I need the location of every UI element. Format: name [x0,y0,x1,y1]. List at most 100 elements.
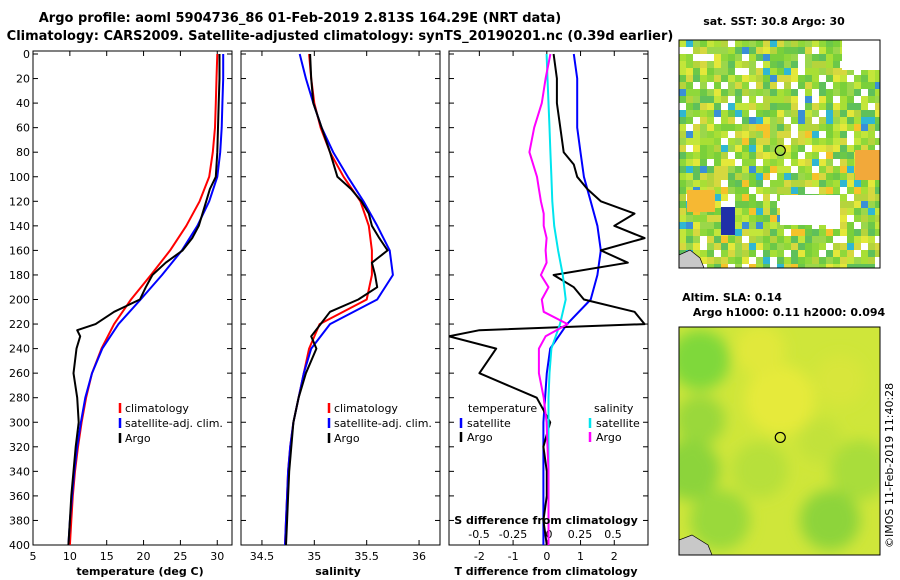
sst-cell [784,47,791,54]
sst-cell [791,40,798,47]
sst-cell [847,82,854,89]
sst-cell [721,54,728,61]
sst-cell [805,131,812,138]
sst-cell [868,68,875,75]
sst-cell [805,166,812,173]
sst-cell [728,61,735,68]
sla-anomaly-blob [679,395,725,445]
sst-cell [721,145,728,152]
sst-cell [798,166,805,173]
sst-cell [721,187,728,194]
sst-cell [693,47,700,54]
sst-cell [826,159,833,166]
sst-cell [700,54,707,61]
sst-cell [819,61,826,68]
series-line-s-argo [528,53,569,545]
sst-cell [833,110,840,117]
sst-cell [875,110,880,117]
sst-cell [763,215,770,222]
sst-cell [798,82,805,89]
temperature-series [67,53,225,545]
series-line-argo [67,54,221,545]
sst-cell [861,138,868,145]
temperature-panel: 0 20 40 60 80 100 120 140 160 180 200 220 240 260 280 3… [9,48,233,578]
sst-cell [777,243,784,250]
sst-cell [791,138,798,145]
sst-cell [679,236,686,243]
sst-cell [742,89,749,96]
sst-cell [833,124,840,131]
sst-cell [707,117,714,124]
sst-cell [875,96,880,103]
sst-cell [812,68,819,75]
sst-cell [805,89,812,96]
sst-cell [728,236,735,243]
sst-cell [735,47,742,54]
sst-cell [840,159,847,166]
sla-anomaly-blob [815,355,865,405]
sst-cell [840,131,847,138]
sst-cell [735,124,742,131]
sst-cell [707,68,714,75]
sst-cell [847,229,854,236]
sst-cell [777,40,784,47]
sst-cell [770,152,777,159]
sst-warm-patch [855,150,880,180]
sst-cell [749,61,756,68]
sst-cell [707,180,714,187]
sst-cell [700,124,707,131]
sst-cell [833,131,840,138]
x-tick-label: 36 [412,550,426,563]
sst-cell [770,166,777,173]
sst-cell [728,180,735,187]
sst-cell [700,257,707,264]
sst-cell [728,75,735,82]
sst-cell [791,250,798,257]
sst-cell [749,236,756,243]
sst-cell [763,103,770,110]
salinity-panel: 34.5 35 35.5 36 climatology satellite-adj. c… [240,50,441,578]
sst-cell [784,75,791,82]
legend-label: Argo [596,431,622,444]
sst-cell [763,54,770,61]
sst-cell [784,61,791,68]
sst-cell [805,173,812,180]
sst-cell [819,47,826,54]
sst-cell [735,152,742,159]
sst-cell [798,236,805,243]
sst-cell [756,131,763,138]
sst-cell [791,82,798,89]
sst-cell [714,229,721,236]
sst-cell [721,243,728,250]
sst-cell [721,40,728,47]
sst-cell [819,222,826,229]
sst-cell [777,89,784,96]
sst-cell [868,124,875,131]
sst-cell [770,257,777,264]
sst-cell [721,201,728,208]
sst-cell [700,75,707,82]
sst-cell [798,103,805,110]
sst-cell [756,47,763,54]
sst-cell [777,61,784,68]
sst-cell [854,82,861,89]
sst-cell [763,250,770,257]
sst-cell [819,250,826,257]
sst-cell [763,96,770,103]
sst-cell [756,124,763,131]
s-difference-label: S difference from climatology [454,514,638,527]
sst-cell [770,187,777,194]
sst-cell [700,152,707,159]
sst-cell [777,264,784,268]
sst-cell [707,243,714,250]
sst-cell [714,236,721,243]
sst-cell [721,47,728,54]
sst-cell [791,75,798,82]
sla-anomaly-blob [735,327,785,375]
sst-cell [812,187,819,194]
sst-cell [700,131,707,138]
sst-cell [868,264,875,268]
sst-cell [784,117,791,124]
sst-cell [854,208,861,215]
